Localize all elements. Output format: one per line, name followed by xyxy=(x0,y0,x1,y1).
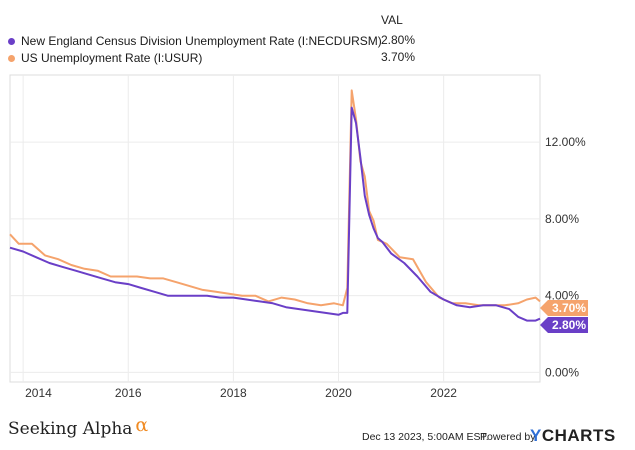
y-tick-label: 4.00% xyxy=(545,289,579,303)
line-chart: 2014 2016 2018 2020 2022 0.00% 4.00% 8.00% 12.00… xyxy=(9,74,588,400)
x-tick-label: 2022 xyxy=(430,386,457,400)
legend-item-us[interactable]: US Unemployment Rate (I:USUR) xyxy=(8,50,202,66)
legend-label-us: US Unemployment Rate (I:USUR) xyxy=(21,51,203,65)
plot-area-border xyxy=(9,74,541,383)
end-value-label-new-england: 2.80% xyxy=(552,318,586,332)
ycharts-logo-y: Y xyxy=(530,426,542,445)
series-line-us xyxy=(9,89,541,307)
end-value-label-us: 3.70% xyxy=(552,301,586,315)
y-tick-label: 8.00% xyxy=(545,212,579,226)
y-tick-label: 12.00% xyxy=(545,135,586,149)
y-tick-label: 0.00% xyxy=(545,365,579,379)
timestamp: Dec 13 2023, 5:00AM EST. xyxy=(362,431,489,443)
end-value-tag-new-england xyxy=(540,317,588,333)
ycharts-logo-text: CHARTS xyxy=(541,426,616,445)
ycharts-logo: YCHARTS xyxy=(530,426,616,446)
legend-label-new-england: New England Census Division Unemployment… xyxy=(21,34,382,48)
seeking-alpha-logo: Seeking Alpha α xyxy=(8,414,148,439)
legend-marker-us xyxy=(8,54,15,62)
legend-marker-new-england xyxy=(8,37,15,45)
x-tick-label: 2018 xyxy=(220,386,247,400)
legend: VAL New England Census Division Unemploy… xyxy=(0,0,635,70)
legend-value-us: 3.70% xyxy=(381,50,416,64)
series-line-new-england xyxy=(9,106,541,322)
powered-by-text: Powered by xyxy=(480,431,536,443)
x-tick-label: 2014 xyxy=(25,386,52,400)
legend-value-new-england: 2.80% xyxy=(381,33,416,47)
alpha-symbol-icon: α xyxy=(135,414,149,436)
end-value-tag-us xyxy=(540,300,588,316)
seeking-alpha-wordmark: Seeking Alpha xyxy=(8,419,133,439)
x-tick-label: 2016 xyxy=(115,386,142,400)
legend-item-new-england[interactable]: New England Census Division Unemployment… xyxy=(8,33,382,49)
legend-value-header: VAL xyxy=(381,13,403,27)
x-tick-label: 2020 xyxy=(325,386,352,400)
